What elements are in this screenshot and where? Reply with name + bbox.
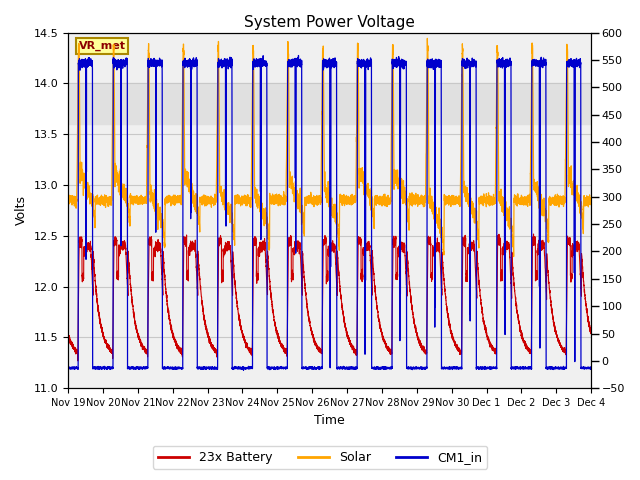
Title: System Power Voltage: System Power Voltage xyxy=(244,15,415,30)
Y-axis label: Volts: Volts xyxy=(15,195,28,226)
Legend: 23x Battery, Solar, CM1_in: 23x Battery, Solar, CM1_in xyxy=(153,446,487,469)
Text: VR_met: VR_met xyxy=(79,41,125,51)
X-axis label: Time: Time xyxy=(314,414,345,427)
Bar xyxy=(68,84,591,124)
